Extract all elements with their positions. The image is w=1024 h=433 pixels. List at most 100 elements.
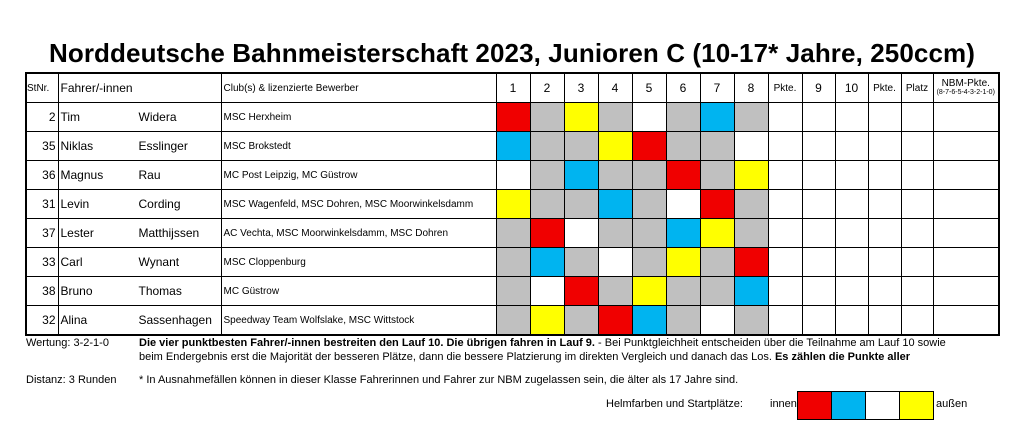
start-number: 33 (25, 247, 59, 277)
heat-cell-5 (631, 305, 667, 336)
heat-cell-7 (699, 131, 735, 161)
header-heat-8: 8 (733, 72, 769, 103)
heat-cell-5 (631, 247, 667, 277)
points-1-cell (767, 218, 803, 248)
rider-name: Lester Matthijssen (57, 218, 222, 248)
start-number: 32 (25, 305, 59, 336)
heat-cell-6 (665, 160, 701, 190)
header-heat-3: 3 (563, 72, 599, 103)
heat-cell-2 (529, 160, 565, 190)
header-nbm: NBM-Pkte. (8-7-6-5-4-3-2-1-0) (932, 72, 1000, 103)
rider-row: 38 Bruno Thomas MC Güstrow (25, 276, 1000, 306)
heat-cell-3 (563, 276, 599, 306)
heat-cell-7 (699, 305, 735, 336)
heat-9-cell (801, 218, 836, 248)
heat-cell-8 (733, 160, 769, 190)
heat-cell-5 (631, 131, 667, 161)
heat-9-cell (801, 160, 836, 190)
header-heat-6: 6 (665, 72, 701, 103)
nbm-points-cell (932, 160, 1000, 190)
heat-cell-6 (665, 276, 701, 306)
rider-row: 32 Alina Sassenhagen Speedway Team Wolfslak… (25, 305, 1000, 336)
heat-cell-2 (529, 131, 565, 161)
heat-cell-4 (597, 218, 633, 248)
heat-cell-8 (733, 218, 769, 248)
heat-cell-5 (631, 189, 667, 219)
heat-cell-2 (529, 218, 565, 248)
rider-name: Carl Wynant (57, 247, 222, 277)
start-number: 37 (25, 218, 59, 248)
header-club: Club(s) & lizenzierte Bewerber (220, 72, 497, 103)
footer-distanz: Distanz: 3 Runden (26, 374, 117, 386)
heat-cell-8 (733, 102, 769, 132)
rider-club: Speedway Team Wolfslake, MSC Wittstock (220, 305, 497, 336)
points-2-cell (867, 189, 902, 219)
nbm-points-cell (932, 189, 1000, 219)
heat-9-cell (801, 276, 836, 306)
start-number: 38 (25, 276, 59, 306)
heat-10-cell (834, 131, 869, 161)
heat-9-cell (801, 305, 836, 336)
points-2-cell (867, 276, 902, 306)
footer-line2-text: beim Endergebnis erst die Majorität der … (139, 351, 775, 363)
rider-row: 36 Magnus Rau MC Post Leipzig, MC Güstrow (25, 160, 1000, 190)
heat-cell-1 (495, 189, 531, 219)
heat-cell-1 (495, 160, 531, 190)
header-heat-2: 2 (529, 72, 565, 103)
footer-line2-bold: Es zählen die Punkte aller (774, 351, 911, 363)
heat-cell-2 (529, 247, 565, 277)
heat-cell-5 (631, 276, 667, 306)
footer-note: * In Ausnahmefällen können in dieser Kla… (139, 374, 739, 386)
heat-cell-7 (699, 276, 735, 306)
rider-club: MC Güstrow (220, 276, 497, 306)
heat-cell-8 (733, 247, 769, 277)
rider-last-name: Cording (138, 197, 181, 211)
points-2-cell (867, 102, 902, 132)
points-2-cell (867, 305, 902, 336)
heat-cell-6 (665, 247, 701, 277)
heat-cell-7 (699, 160, 735, 190)
points-2-cell (867, 247, 902, 277)
header-points-2: Pkte. (867, 72, 902, 103)
place-cell (900, 247, 934, 277)
heat-10-cell (834, 218, 869, 248)
heat-10-cell (834, 247, 869, 277)
rider-club: AC Vechta, MSC Moorwinkelsdamm, MSC Dohr… (220, 218, 497, 248)
rider-first-name: Niklas (60, 139, 94, 153)
rider-last-name: Matthijssen (138, 226, 200, 240)
points-1-cell (767, 131, 803, 161)
heat-10-cell (834, 160, 869, 190)
start-number: 36 (25, 160, 59, 190)
place-cell (900, 189, 934, 219)
page-title: Norddeutsche Bahnmeisterschaft 2023, Jun… (48, 38, 976, 68)
heat-cell-8 (733, 189, 769, 219)
points-1-cell (767, 189, 803, 219)
header-stnr: StNr. (25, 72, 59, 103)
heat-cell-3 (563, 247, 599, 277)
header-rider: Fahrer/-innen (57, 72, 222, 103)
header-heat-1: 1 (495, 72, 531, 103)
heat-9-cell (801, 189, 836, 219)
nbm-points-cell (932, 102, 1000, 132)
heat-9-cell (801, 131, 836, 161)
rider-name: Alina Sassenhagen (57, 305, 222, 336)
heat-cell-4 (597, 102, 633, 132)
rider-name: Levin Cording (57, 189, 222, 219)
place-cell (900, 276, 934, 306)
nbm-points-cell (932, 305, 1000, 336)
heat-cell-1 (495, 305, 531, 336)
rider-name: Bruno Thomas (57, 276, 222, 306)
rider-row: 31 Levin Cording MSC Wagenfeld, MSC Dohren,… (25, 189, 1000, 219)
rider-row: 37 Lester Matthijssen AC Vechta, MSC Moorwi… (25, 218, 1000, 248)
heat-cell-7 (699, 247, 735, 277)
heat-cell-2 (529, 102, 565, 132)
heat-cell-6 (665, 131, 701, 161)
start-number: 31 (25, 189, 59, 219)
rider-last-name: Wynant (138, 255, 180, 269)
heat-cell-3 (563, 189, 599, 219)
heat-cell-3 (563, 218, 599, 248)
heat-cell-4 (597, 247, 633, 277)
rider-last-name: Sassenhagen (138, 313, 212, 327)
heat-cell-1 (495, 218, 531, 248)
rider-first-name: Carl (60, 255, 83, 269)
